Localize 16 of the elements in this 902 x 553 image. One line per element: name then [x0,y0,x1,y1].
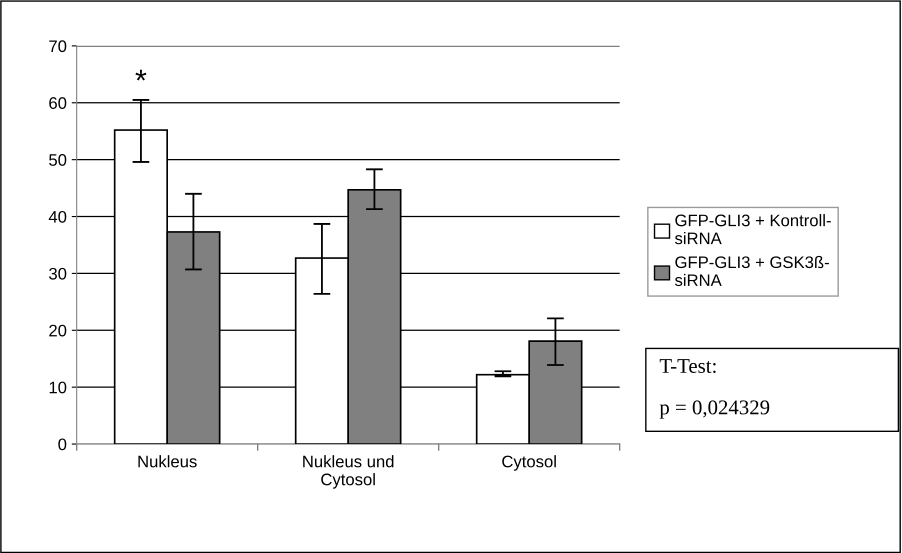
y-tick-label: 20 [49,324,66,336]
x-tick-label: Nukleus [138,455,197,468]
y-tick-label: 50 [49,154,66,166]
text: p = 0,024329 [660,400,770,419]
x-tick-label: Nukleus und Cytosol [303,455,394,489]
legend-label: GFP-GLI3 + Kontroll-siRNA [674,214,831,244]
y-tick-label: 70 [49,40,66,52]
y-tick-label: 10 [50,382,66,394]
y-tick-label: 40 [48,210,66,223]
annotation: * [135,70,146,81]
text: T-Test: [660,359,716,374]
x-tick-label: Cytosol [502,455,556,471]
legend-label: GFP-GLI3 + GSK3ß-siRNA [674,256,829,286]
y-tick-label: 30 [49,268,66,280]
y-tick-label: 0 [58,438,66,450]
y-tick-label: 60 [49,97,66,109]
